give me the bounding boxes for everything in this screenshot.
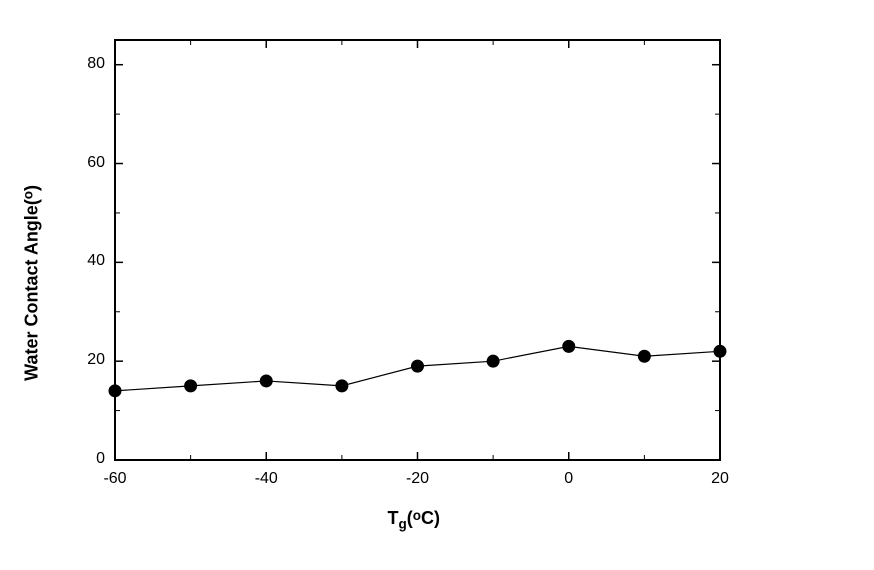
data-point	[563, 340, 575, 352]
data-point	[336, 380, 348, 392]
data-point	[714, 345, 726, 357]
data-point	[638, 350, 650, 362]
x-tick-label: 0	[564, 470, 573, 488]
x-tick-label: -20	[406, 470, 429, 488]
x-tick-label: -40	[255, 470, 278, 488]
data-point	[412, 360, 424, 372]
y-tick-label: 40	[65, 252, 105, 270]
y-tick-label: 80	[65, 55, 105, 73]
data-point	[185, 380, 197, 392]
data-point	[260, 375, 272, 387]
chart-container: Water Contact Angle(o) Tg(oC) -60-40-200…	[0, 0, 874, 570]
y-tick-label: 0	[65, 450, 105, 468]
x-tick-label: 20	[711, 470, 729, 488]
x-tick-label: -60	[103, 470, 126, 488]
data-point	[487, 355, 499, 367]
plot-area	[0, 0, 874, 570]
data-point	[109, 385, 121, 397]
y-tick-label: 60	[65, 154, 105, 172]
y-tick-label: 20	[65, 351, 105, 369]
